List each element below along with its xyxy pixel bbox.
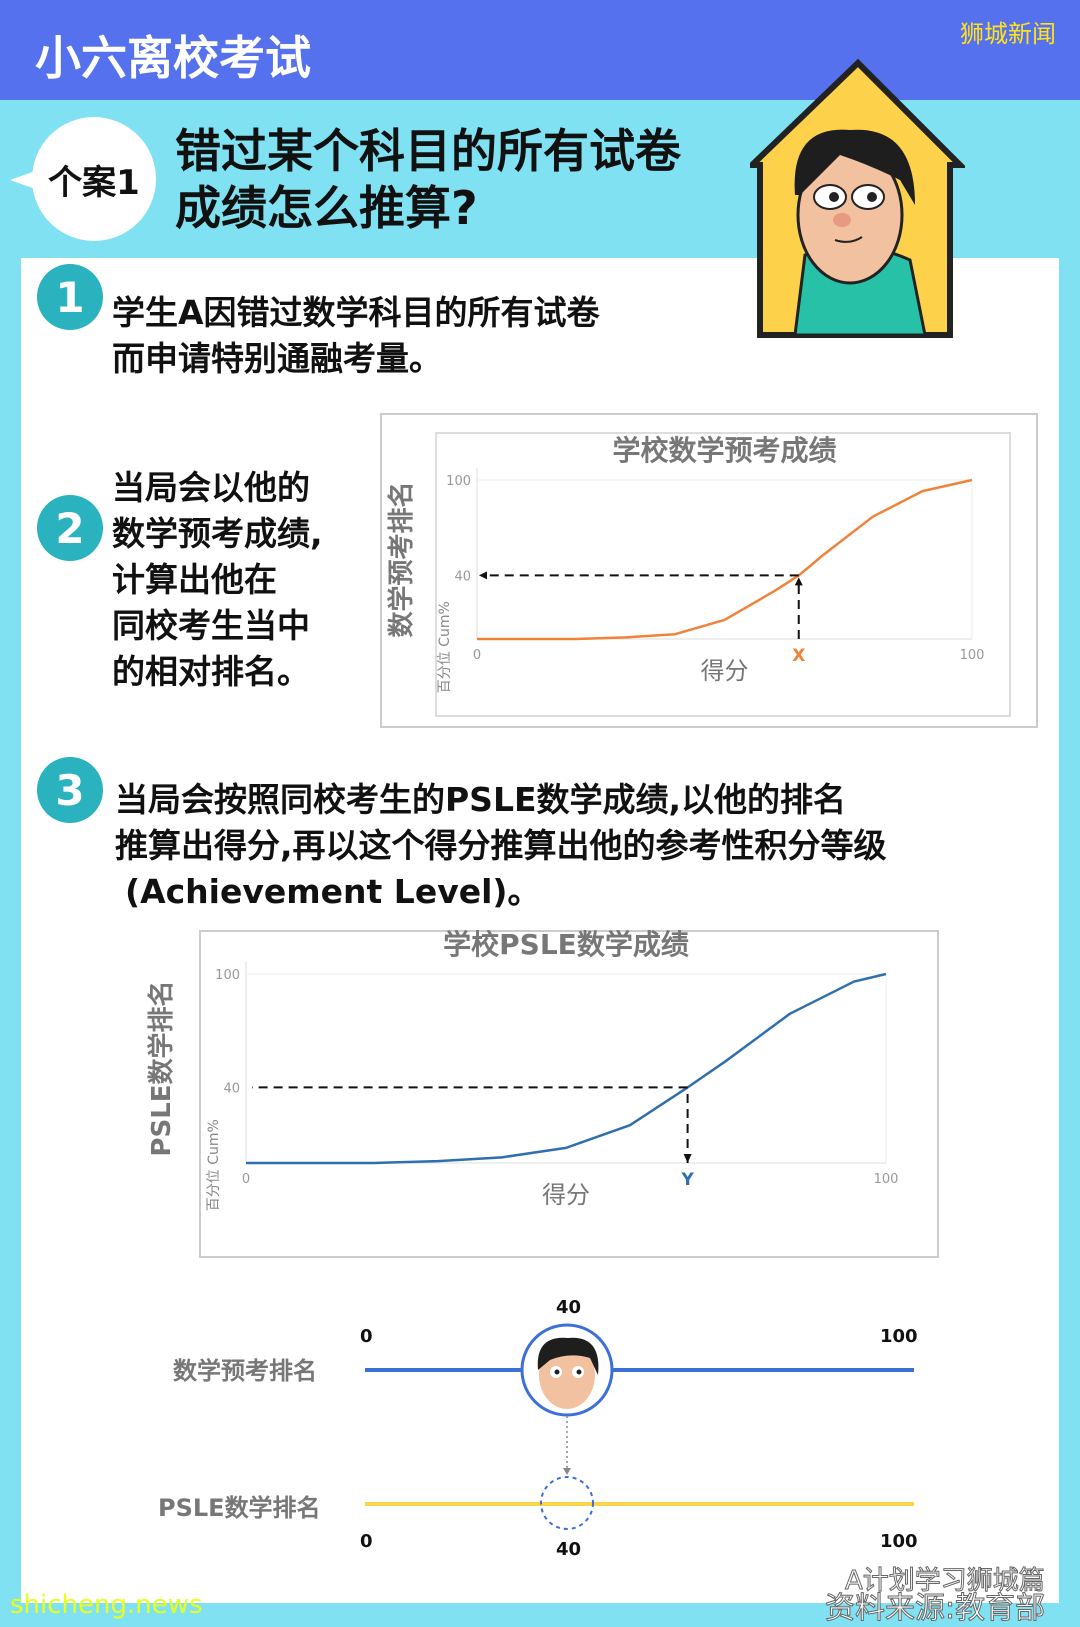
arrow-head (794, 577, 803, 586)
arrow-head (479, 571, 487, 580)
y-axis-sublabel: 百分位 Cum% (437, 601, 453, 693)
x-tick-label: 0 (242, 1172, 250, 1187)
y-axis-sublabel: 百分位 Cum% (206, 1119, 222, 1211)
source-credit: 资料来源:教育部 (824, 1591, 1046, 1627)
data-line (246, 972, 887, 1165)
text-line: 而申请特别通融考量。 (112, 339, 442, 378)
case-title-line2: 成绩怎么推算? (175, 181, 478, 235)
watermark: A计划学习狮城篇 资料来源:教育部 (824, 1560, 1046, 1627)
chart-2-frame (199, 930, 939, 1258)
y-tick-label: 100 (215, 968, 240, 983)
step-2-badge: 2 (37, 495, 103, 561)
x-axis-label: 得分 (542, 1181, 590, 1209)
scale-bottom-min: 0 (360, 1531, 373, 1552)
text-line: 数学预考成绩, (112, 514, 323, 553)
text-line: 学生A因错过数学科目的所有试卷 (112, 293, 600, 332)
y-axis-label: 数学预考排名 (386, 481, 417, 637)
case-badge: 个案1 (32, 117, 156, 241)
y-tick-label: 100 (446, 474, 471, 489)
page-title: 小六离校考试 (35, 31, 311, 85)
x-tick-label: 0 (473, 648, 481, 663)
x-tick-label: 100 (960, 648, 985, 663)
text-line: 当局会按照同校考生的PSLE数学成绩,以他的排名 (115, 780, 847, 819)
step-2-text: 当局会以他的 数学预考成绩, 计算出他在同校考生当中 的相对排名。 (112, 465, 323, 695)
text-line: 当局会以他的 (112, 468, 310, 507)
y-tick-label: 40 (223, 1081, 240, 1096)
data-line (477, 478, 973, 641)
scale-top-line (365, 1368, 914, 1372)
scale-top-max: 100 (880, 1326, 918, 1347)
step-3-badge: 3 (37, 757, 103, 823)
text-line: 同校考生当中 (112, 606, 310, 645)
text-line: 推算出得分,再以这个得分推算出他的参考性积分等级 (115, 826, 887, 865)
y-axis-label: PSLE数学排名 (146, 980, 177, 1156)
site-watermark: shicheng.news (10, 1590, 203, 1620)
scale-bottom-value: 40 (556, 1539, 582, 1560)
text-line: 的相对排名。 (112, 652, 310, 691)
brand-label: 狮城新闻 (960, 20, 1056, 48)
x-axis-label: 得分 (701, 657, 749, 685)
chart-title: 学校PSLE数学成绩 (443, 930, 689, 961)
watermark-text: A计划学习狮城篇 (844, 1566, 1045, 1597)
student-house-illustration (750, 58, 965, 338)
chart-1-frame (380, 413, 1038, 728)
case-title-line1: 错过某个科目的所有试卷 (175, 124, 681, 178)
marker-label: X (792, 646, 805, 666)
y-tick-label: 40 (454, 569, 471, 584)
bubble-tail (10, 170, 38, 190)
marker-label: Y (680, 1170, 694, 1190)
header-bar (0, 0, 1080, 100)
scale-top-value: 40 (556, 1297, 582, 1318)
text-line: 计算出他在 (112, 560, 277, 599)
scale-bottom-label: PSLE数学排名 (158, 1494, 321, 1522)
scale-top-min: 0 (360, 1326, 373, 1347)
plot-frame (435, 432, 1011, 717)
scale-bottom-line (365, 1502, 914, 1506)
scale-top-label: 数学预考排名 (173, 1357, 317, 1385)
text-line: (Achievement Level)。 (125, 872, 541, 911)
x-tick-label: 100 (874, 1172, 899, 1187)
step-3-text: 当局会按照同校考生的PSLE数学成绩,以他的排名推算出得分,再以这个得分推算出他… (115, 777, 887, 915)
chart-title: 学校数学预考成绩 (612, 434, 836, 467)
scale-bottom-max: 100 (880, 1531, 918, 1552)
step-1-badge: 1 (37, 264, 103, 330)
rank-mapping-marker (520, 1323, 614, 1530)
arrow-head (683, 1154, 692, 1163)
step-1-text: 学生A因错过数学科目的所有试卷 而申请特别通融考量。 (112, 290, 600, 382)
